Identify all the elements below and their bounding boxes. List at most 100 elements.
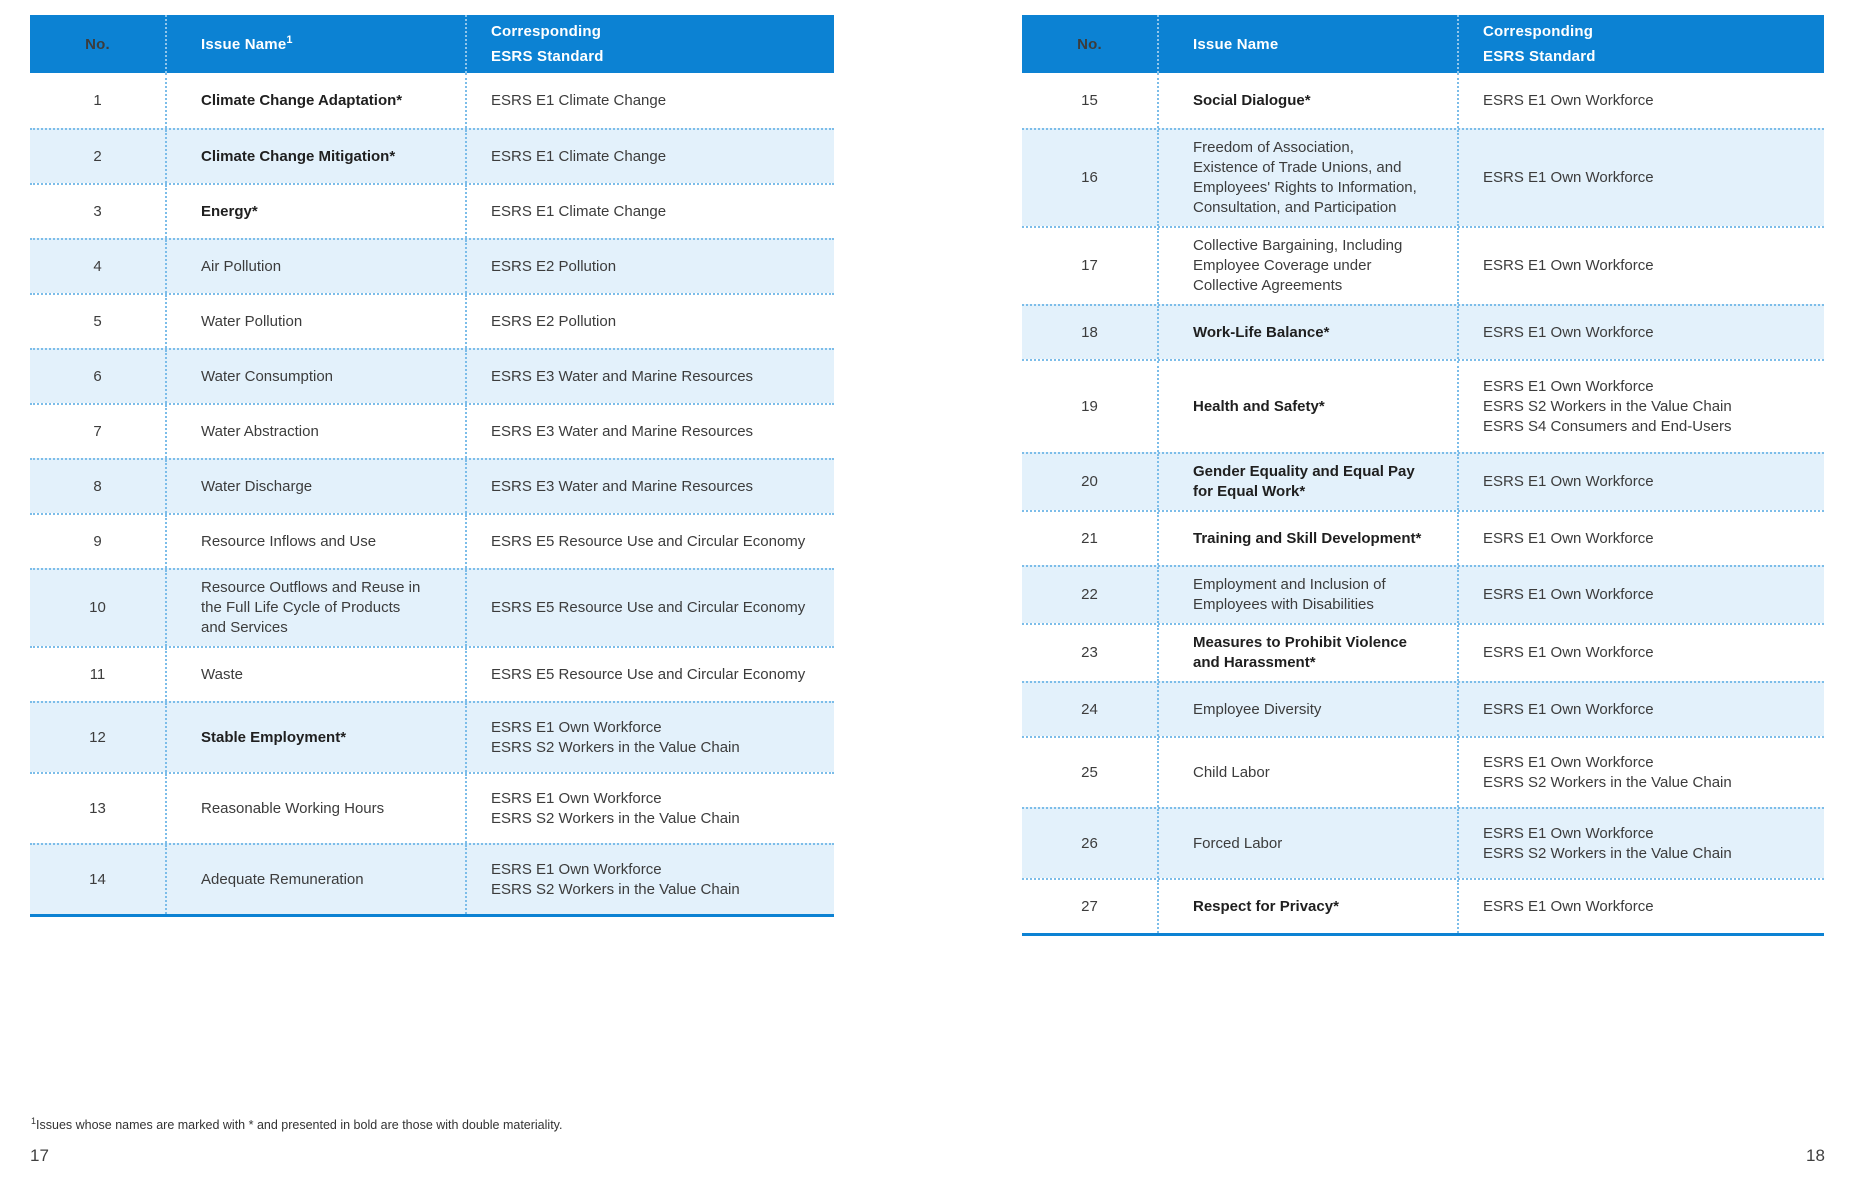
esrs-standard-line: ESRS E1 Own Workforce — [1483, 473, 1654, 490]
materiality-table-left: No. Issue Name1 Corresponding ESRS Stand… — [30, 15, 834, 917]
issue-name-line: Waste — [201, 665, 243, 683]
cell-esrs-standard: ESRS E1 Own Workforce — [1457, 73, 1824, 128]
cell-issue-name: Measures to Prohibit Violence and Harassm… — [1157, 625, 1457, 681]
cell-no: 12 — [30, 703, 165, 772]
column-header-esrs: Corresponding ESRS Standard — [1457, 15, 1824, 73]
page-number-left: 17 — [30, 1146, 49, 1165]
cell-issue-name: Resource Inflows and Use — [165, 515, 465, 568]
cell-esrs-standard: ESRS E1 Climate Change — [465, 185, 834, 238]
cell-issue-name: Freedom of Association, Existence of Trad… — [1157, 130, 1457, 226]
cell-no: 4 — [30, 240, 165, 293]
issue-name-line: Child Labor — [1193, 763, 1270, 781]
cell-esrs-standard: ESRS E5 Resource Use and Circular Econom… — [465, 570, 834, 646]
column-header-no: No. — [1022, 15, 1157, 73]
table-row: 14 Adequate Remuneration ESRS E1 Own Workf… — [30, 843, 834, 914]
footnote: 1Issues whose names are marked with * an… — [31, 1116, 562, 1132]
table-body-left: 1 Climate Change Adaptation* ESRS E1 Clima… — [30, 73, 834, 917]
table-row: 23 Measures to Prohibit Violence and Haras… — [1022, 623, 1824, 681]
cell-esrs-standard: ESRS E1 Own Workforce — [1457, 683, 1824, 736]
row-number: 19 — [1081, 397, 1098, 415]
table-row: 27 Respect for Privacy* ESRS E1 Own Workfo… — [1022, 878, 1824, 933]
issue-name-line: Employees with Disabilities — [1193, 596, 1374, 613]
row-number: 18 — [1081, 323, 1098, 341]
row-number: 10 — [89, 599, 106, 616]
cell-esrs-standard: ESRS E5 Resource Use and Circular Econom… — [465, 648, 834, 701]
esrs-standard-line: ESRS E1 Own Workforce — [1483, 169, 1654, 186]
cell-issue-name: Air Pollution — [165, 240, 465, 293]
esrs-standard-line: ESRS S2 Workers in the Value Chain — [1483, 397, 1732, 415]
cell-issue-name: Training and Skill Development* — [1157, 512, 1457, 565]
row-number: 27 — [1081, 897, 1098, 915]
esrs-standard-line: ESRS E2 Pollution — [491, 257, 617, 275]
cell-issue-name: Water Abstraction — [165, 405, 465, 458]
issue-name-line: Air Pollution — [201, 257, 282, 275]
cell-esrs-standard: ESRS E2 Pollution — [465, 295, 834, 348]
esrs-standard-line: ESRS S2 Workers in the Value Chain — [491, 880, 740, 898]
cell-no: 2 — [30, 130, 165, 183]
cell-no: 17 — [1022, 228, 1157, 304]
cell-issue-name: Climate Change Adaptation* — [165, 73, 465, 128]
column-header-no-label: No. — [85, 35, 110, 53]
table-row: 11 Waste ESRS E5 Resource Use and Circular… — [30, 646, 834, 701]
table-row: 19 Health and Safety* ESRS E1 Own Workforc… — [1022, 359, 1824, 452]
esrs-standard-line: ESRS E2 Pollution — [491, 312, 617, 330]
issue-name-line: Climate Change Mitigation* — [201, 147, 396, 165]
cell-esrs-standard: ESRS E2 Pollution — [465, 240, 834, 293]
column-header-no-label: No. — [1077, 35, 1102, 53]
cell-no: 15 — [1022, 73, 1157, 128]
table-row: 17 Collective Bargaining, Including Employ… — [1022, 226, 1824, 304]
esrs-standard-line: ESRS E3 Water and Marine Resources — [491, 422, 754, 440]
esrs-standard-line: ESRS E1 Own Workforce — [1483, 824, 1654, 842]
issue-name-line: Stable Employment* — [201, 728, 347, 746]
issue-name-line: Work-Life Balance* — [1193, 323, 1330, 341]
issue-name-line: Employee Coverage under — [1193, 257, 1372, 274]
row-number: 22 — [1081, 586, 1098, 603]
cell-issue-name: Employment and Inclusion of Employees wit… — [1157, 567, 1457, 623]
cell-issue-name: Health and Safety* — [1157, 361, 1457, 452]
column-header-esrs-line1: Corresponding — [491, 23, 602, 40]
esrs-standard-line: ESRS E1 Climate Change — [491, 91, 667, 109]
cell-issue-name: Forced Labor — [1157, 809, 1457, 878]
cell-esrs-standard: ESRS E1 Own Workforce — [1457, 130, 1824, 226]
issue-name-line: Collective Agreements — [1193, 277, 1343, 294]
issue-name-line: Employee Diversity — [1193, 700, 1322, 718]
issue-name-line: and Harassment* — [1193, 654, 1316, 671]
row-number: 4 — [93, 257, 102, 275]
cell-issue-name: Reasonable Working Hours — [165, 774, 465, 843]
issue-name-line: the Full Life Cycle of Products — [201, 599, 401, 616]
cell-issue-name: Resource Outflows and Reuse in the Full L… — [165, 570, 465, 646]
column-header-esrs: Corresponding ESRS Standard — [465, 15, 834, 73]
table-row: 20 Gender Equality and Equal Pay for Equal… — [1022, 452, 1824, 510]
issue-name-superscript: 1 — [286, 33, 293, 46]
table-row: 2 Climate Change Mitigation* ESRS E1 Clima… — [30, 128, 834, 183]
cell-issue-name: Adequate Remuneration — [165, 845, 465, 914]
column-header-esrs-line2: ESRS Standard — [1483, 48, 1596, 65]
column-header-esrs-line1: Corresponding — [1483, 23, 1594, 40]
esrs-standard-line: ESRS S4 Consumers and End-Users — [1483, 417, 1732, 435]
esrs-standard-line: ESRS E3 Water and Marine Resources — [491, 477, 754, 495]
table-row: 9 Resource Inflows and Use ESRS E5 Resourc… — [30, 513, 834, 568]
cell-esrs-standard: ESRS E1 Own Workforce ESRS S2 Workers in … — [465, 774, 834, 843]
cell-no: 16 — [1022, 130, 1157, 226]
materiality-table-right: No. Issue Name Corresponding ESRS Standa… — [1022, 15, 1824, 936]
esrs-standard-line: ESRS E1 Own Workforce — [1483, 91, 1654, 109]
cell-no: 23 — [1022, 625, 1157, 681]
esrs-standard-line: ESRS E1 Climate Change — [491, 202, 667, 220]
esrs-standard-line: ESRS S2 Workers in the Value Chain — [491, 809, 740, 827]
esrs-standard-line: ESRS E1 Own Workforce — [1483, 753, 1654, 771]
row-number: 24 — [1081, 700, 1098, 718]
issue-name-line: Adequate Remuneration — [201, 870, 364, 888]
cell-issue-name: Waste — [165, 648, 465, 701]
esrs-standard-line: ESRS E1 Own Workforce — [1483, 700, 1654, 718]
esrs-standard-line: ESRS E1 Own Workforce — [1483, 529, 1654, 547]
cell-esrs-standard: ESRS E1 Climate Change — [465, 130, 834, 183]
issue-name-line: Training and Skill Development* — [1193, 529, 1422, 547]
row-number: 20 — [1081, 473, 1098, 490]
table-header-row: No. Issue Name Corresponding ESRS Standa… — [1022, 15, 1824, 73]
cell-no: 13 — [30, 774, 165, 843]
cell-esrs-standard: ESRS E1 Own Workforce ESRS S2 Workers in … — [1457, 809, 1824, 878]
table-row: 3 Energy* ESRS E1 Climate Change — [30, 183, 834, 238]
row-number: 21 — [1081, 529, 1098, 547]
cell-esrs-standard: ESRS E1 Own Workforce ESRS S2 Workers in … — [1457, 738, 1824, 807]
